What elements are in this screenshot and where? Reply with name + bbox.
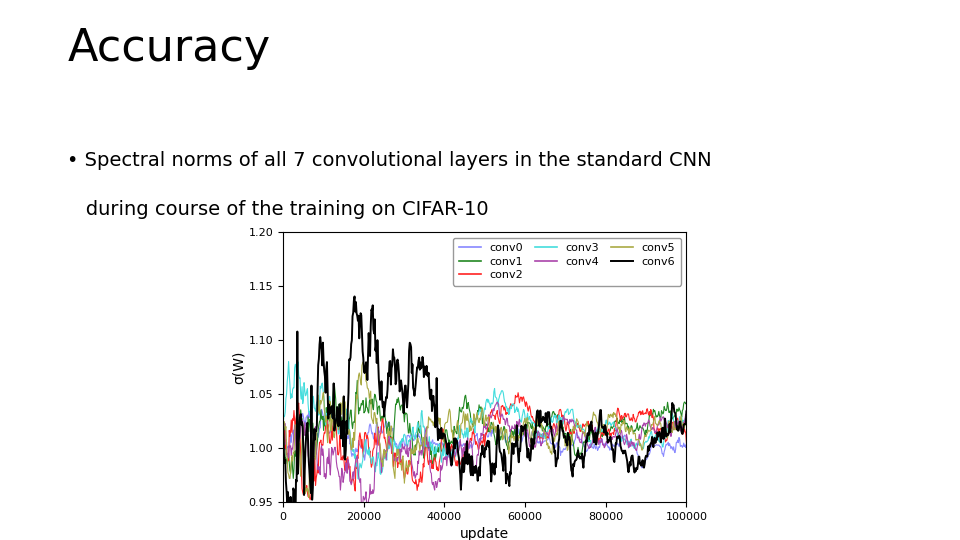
conv2 xyxy=(349,488,361,494)
conv2 xyxy=(516,398,528,404)
conv0 xyxy=(582,447,593,454)
conv4 xyxy=(492,399,503,406)
conv3 xyxy=(349,451,361,457)
conv5 xyxy=(303,495,315,501)
conv1 xyxy=(461,406,472,412)
conv1 xyxy=(349,406,361,412)
conv3 xyxy=(382,442,394,448)
conv3 xyxy=(548,413,560,420)
Text: Accuracy: Accuracy xyxy=(67,27,271,70)
conv5 xyxy=(382,426,394,432)
Legend: conv0, conv1, conv2, conv3, conv4, conv5, conv6: conv0, conv1, conv2, conv3, conv4, conv5… xyxy=(453,238,681,286)
Text: during course of the training on CIFAR-10: during course of the training on CIFAR-1… xyxy=(67,200,489,219)
conv1 xyxy=(516,430,528,437)
conv1 xyxy=(351,377,363,383)
conv0 xyxy=(547,442,559,449)
conv3 xyxy=(461,424,472,431)
conv2 xyxy=(513,389,524,396)
Line: conv1: conv1 xyxy=(283,380,686,478)
Line: conv3: conv3 xyxy=(283,361,686,479)
conv5 xyxy=(681,415,692,422)
conv5 xyxy=(516,433,528,439)
conv1 xyxy=(548,409,560,415)
conv4 xyxy=(516,430,528,436)
Text: • Spectral norms of all 7 convolutional layers in the standard CNN: • Spectral norms of all 7 convolutional … xyxy=(67,151,711,170)
conv2 xyxy=(583,418,594,424)
conv3 xyxy=(516,413,528,420)
conv0 xyxy=(316,406,327,413)
conv5 xyxy=(461,417,472,424)
conv0 xyxy=(681,440,692,447)
conv4 xyxy=(348,465,360,472)
conv4 xyxy=(362,508,373,515)
conv6 xyxy=(461,438,472,444)
conv6 xyxy=(548,442,560,449)
conv3 xyxy=(353,476,365,482)
conv3 xyxy=(283,358,295,365)
conv2 xyxy=(382,446,394,452)
conv6 xyxy=(348,293,360,300)
Line: conv0: conv0 xyxy=(283,409,686,468)
conv5 xyxy=(349,423,361,430)
conv0 xyxy=(461,442,472,448)
conv4 xyxy=(382,447,394,453)
conv0 xyxy=(636,464,648,471)
Line: conv2: conv2 xyxy=(283,393,686,500)
conv3 xyxy=(277,420,289,427)
conv3 xyxy=(681,418,692,424)
conv2 xyxy=(304,496,316,503)
conv4 xyxy=(548,430,560,437)
conv5 xyxy=(548,435,560,441)
conv2 xyxy=(461,460,472,467)
conv5 xyxy=(277,422,289,429)
conv4 xyxy=(681,411,692,418)
conv6 xyxy=(382,370,394,376)
Y-axis label: σ(W): σ(W) xyxy=(232,350,246,384)
conv5 xyxy=(357,359,369,365)
conv2 xyxy=(681,439,692,446)
conv6 xyxy=(290,527,301,534)
conv0 xyxy=(382,421,394,427)
conv2 xyxy=(548,420,560,427)
X-axis label: update: update xyxy=(460,528,510,540)
conv0 xyxy=(516,439,527,446)
Line: conv5: conv5 xyxy=(283,362,686,498)
conv4 xyxy=(461,440,472,447)
conv6 xyxy=(277,421,289,428)
conv0 xyxy=(349,449,361,455)
Line: conv4: conv4 xyxy=(283,402,686,511)
conv3 xyxy=(583,437,594,444)
conv1 xyxy=(681,400,692,407)
conv6 xyxy=(516,427,528,434)
conv4 xyxy=(583,443,594,449)
conv6 xyxy=(583,430,594,436)
conv1 xyxy=(382,421,394,427)
conv1 xyxy=(583,432,594,438)
conv1 xyxy=(288,475,300,482)
conv0 xyxy=(277,440,289,446)
conv1 xyxy=(277,421,289,428)
conv5 xyxy=(583,422,594,429)
conv6 xyxy=(681,408,692,415)
Line: conv6: conv6 xyxy=(283,296,686,530)
conv6 xyxy=(350,299,362,305)
conv4 xyxy=(277,422,289,429)
conv2 xyxy=(277,423,289,430)
